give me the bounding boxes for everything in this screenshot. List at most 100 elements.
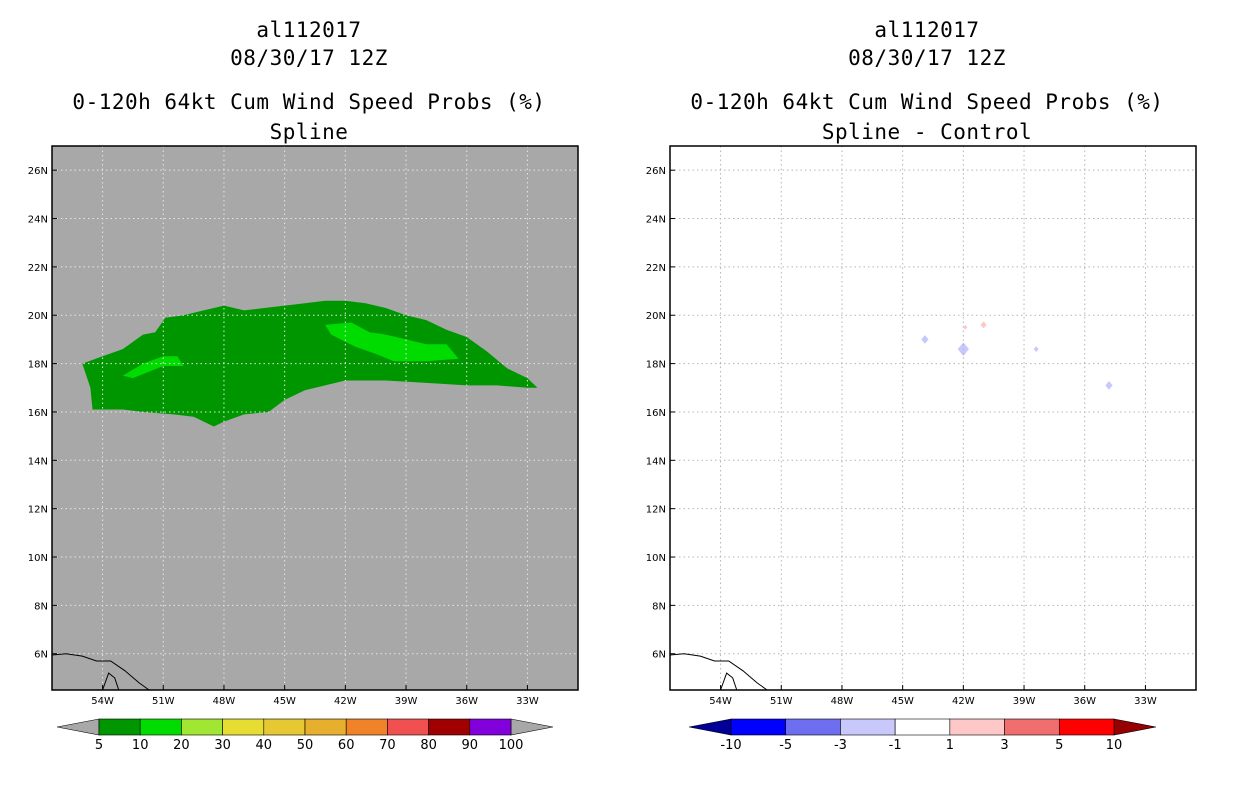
coastline [51, 653, 150, 691]
colorbar-swatch [387, 718, 429, 736]
plot-frame [669, 145, 1197, 691]
colorbar-swatch [263, 718, 306, 736]
colorbar-label: -3 [834, 738, 847, 753]
colorbar-swatch [894, 718, 951, 736]
difference-spot [1033, 346, 1039, 352]
colorbar-swatch [428, 718, 471, 736]
colorbar-label: 5 [95, 738, 103, 753]
x-tick-label: 39W [1013, 696, 1036, 707]
x-tick-label: 45W [891, 696, 914, 707]
y-tick-label: 24N [646, 215, 666, 226]
colorbar-label: 40 [256, 738, 273, 753]
method-title: Spline [269, 120, 349, 144]
x-tick-label: 54W [91, 696, 114, 707]
plot-background [670, 146, 1196, 690]
y-tick-label: 20N [646, 311, 666, 322]
x-tick-label: 51W [770, 696, 793, 707]
colorbar-swatch [1004, 718, 1060, 736]
colorbar-label: 30 [214, 738, 231, 753]
colorbar-over-arrow [510, 718, 554, 736]
colorbar-over-arrow [1113, 718, 1157, 736]
colorbar-swatch [98, 718, 141, 736]
y-tick-label: 12N [646, 505, 666, 516]
colorbar-swatch [181, 718, 223, 736]
date-title: 08/30/17 12Z [848, 46, 1006, 70]
probability-contour-10-20 [325, 322, 459, 362]
method-title: Spline - Control [821, 120, 1033, 144]
y-tick-label: 14N [28, 456, 48, 467]
y-tick-label: 6N [652, 650, 666, 661]
colorbar-label: 60 [338, 738, 355, 753]
colorbar-label: 70 [379, 738, 396, 753]
colorbar-swatch [469, 718, 512, 736]
y-tick-label: 24N [28, 215, 48, 226]
y-tick-label: 26N [646, 166, 666, 177]
colorbar-swatch [949, 718, 1005, 736]
colorbar-swatch [139, 718, 182, 736]
y-tick-label: 6N [34, 650, 48, 661]
colorbar-label: -1 [889, 738, 902, 753]
x-tick-label: 42W [952, 696, 975, 707]
right-map-chart: 54W 51W 48W 45W 42W 39W 36W 33W26N24N22N20N18N1… [646, 145, 1197, 753]
y-tick-label: 8N [652, 601, 666, 612]
difference-spot [921, 335, 929, 344]
y-tick-label: 22N [28, 263, 48, 274]
x-tick-label: 48W [831, 696, 854, 707]
x-tick-label: 45W [273, 696, 296, 707]
colorbar-swatch [222, 718, 265, 736]
x-tick-label: 39W [395, 696, 418, 707]
date-title: 08/30/17 12Z [230, 46, 388, 70]
colorbar-label: 3 [1000, 738, 1008, 753]
product-title: 0-120h 64kt Cum Wind Speed Probs (%) [690, 90, 1164, 114]
colorbar-swatch [785, 718, 841, 736]
colorbar-under-arrow [56, 718, 100, 736]
colorbar-label: 100 [499, 738, 524, 753]
x-tick-label: 33W [516, 696, 539, 707]
colorbar-label: 1 [946, 738, 954, 753]
y-tick-label: 18N [646, 360, 666, 371]
difference-spot [963, 324, 968, 330]
colorbar-label: 50 [297, 738, 314, 753]
x-tick-label: 33W [1134, 696, 1157, 707]
left-map-chart: 54W 51W 48W 45W 42W 39W 36W 33W 26N 24N 22N 20N 18N 1… [28, 145, 579, 753]
y-tick-label: 10N [646, 553, 666, 564]
coastline [102, 672, 120, 691]
x-tick-label: 51W [152, 696, 175, 707]
colorbar-swatch [1058, 718, 1115, 736]
colorbar-swatch [304, 718, 347, 736]
x-tick-label: 48W [213, 696, 236, 707]
colorbar-label: -10 [720, 738, 741, 753]
difference-spot [980, 321, 987, 329]
y-tick-label: 18N [28, 360, 48, 371]
y-tick-label: 12N [28, 505, 48, 516]
colorbar-label: 80 [420, 738, 437, 753]
y-tick-label: 16N [646, 408, 666, 419]
storm-id-title: al112017 [256, 18, 362, 42]
x-tick-label: 36W [1073, 696, 1096, 707]
plot-background [52, 146, 578, 690]
colorbar-under-arrow [688, 718, 732, 736]
x-tick-label: 54W [709, 696, 732, 707]
x-tick-label: 42W [334, 696, 357, 707]
x-tick-label: 36W [455, 696, 478, 707]
left-panel: al112017 08/30/17 12Z 0-120h 64kt Cum Wi… [28, 18, 579, 753]
colorbar-swatch [730, 718, 787, 736]
colorbar-swatch [840, 718, 896, 736]
y-tick-label: 8N [34, 601, 48, 612]
y-tick-label: 20N [28, 311, 48, 322]
colorbar-label: 20 [173, 738, 190, 753]
y-tick-label: 22N [646, 263, 666, 274]
y-tick-label: 16N [28, 408, 48, 419]
y-tick-label: 26N [28, 166, 48, 177]
colorbar-label: 10 [132, 738, 149, 753]
difference-spot [1105, 381, 1113, 390]
probability-contour-10-20 [122, 356, 184, 379]
right-panel: al112017 08/30/17 12Z 0-120h 64kt Cum Wi… [618, 0, 1236, 800]
colorbar-label: 10 [1106, 738, 1123, 753]
y-tick-label: 10N [28, 553, 48, 564]
y-tick-label: 14N [646, 456, 666, 467]
coastline [669, 653, 768, 691]
plot-frame [51, 145, 579, 691]
colorbar-label: 90 [462, 738, 479, 753]
colorbar-swatch [345, 718, 388, 736]
